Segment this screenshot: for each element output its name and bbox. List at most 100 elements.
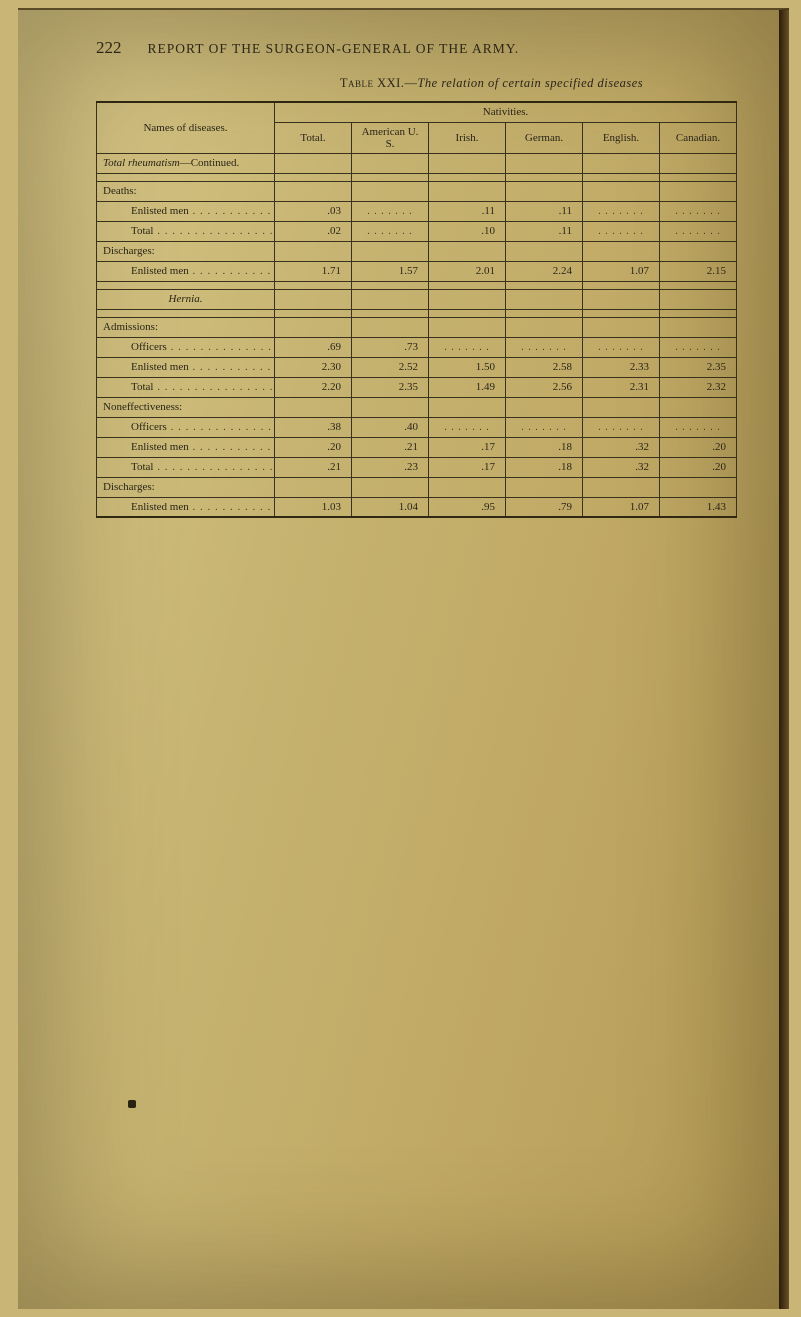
table-caption: Table XXI.—The relation of certain speci… (246, 76, 737, 91)
cell (506, 241, 583, 261)
page: 222 REPORT OF THE SURGEON-GENERAL OF THE… (18, 8, 789, 1309)
cell (583, 289, 660, 309)
cell (352, 153, 429, 173)
cell: 1.71 (275, 261, 352, 281)
cell (583, 241, 660, 261)
col-american: American U. S. (352, 122, 429, 153)
cell (583, 477, 660, 497)
cell (429, 397, 506, 417)
table-row: Total.02. . . . . . ..10.11. . . . . . .… (97, 221, 737, 241)
data-table: Names of diseases. Nativities. Total. Am… (96, 101, 737, 518)
cell: 2.58 (506, 357, 583, 377)
row-label: Hernia. (97, 289, 275, 309)
cell: .20 (660, 437, 737, 457)
cell: 2.30 (275, 357, 352, 377)
running-head: 222 REPORT OF THE SURGEON-GENERAL OF THE… (96, 38, 737, 58)
cell (660, 153, 737, 173)
cell: 1.07 (583, 261, 660, 281)
col-names: Names of diseases. (97, 102, 275, 153)
cell: 2.32 (660, 377, 737, 397)
cell: .73 (352, 337, 429, 357)
cell: 1.49 (429, 377, 506, 397)
row-label: Officers (97, 417, 275, 437)
table-row: Discharges: (97, 241, 737, 261)
col-english: English. (583, 122, 660, 153)
cell: 2.35 (352, 377, 429, 397)
table-head: Names of diseases. Nativities. Total. Am… (97, 102, 737, 153)
cell (660, 397, 737, 417)
cell: .18 (506, 437, 583, 457)
row-label: Discharges: (97, 477, 275, 497)
table-row: Enlisted men1.031.04.95.791.071.43 (97, 497, 737, 517)
cell (583, 153, 660, 173)
row-label: Discharges: (97, 241, 275, 261)
row-label: Admissions: (97, 317, 275, 337)
table-row: Total2.202.351.492.562.312.32 (97, 377, 737, 397)
col-canadian: Canadian. (660, 122, 737, 153)
cell: .95 (429, 497, 506, 517)
cell: . . . . . . . (660, 417, 737, 437)
table-row: Noneffectiveness: (97, 397, 737, 417)
cell: 1.43 (660, 497, 737, 517)
cell: .11 (429, 201, 506, 221)
cell (352, 181, 429, 201)
cell (352, 397, 429, 417)
cell (660, 181, 737, 201)
cell: .11 (506, 221, 583, 241)
cell: 1.03 (275, 497, 352, 517)
cell (275, 153, 352, 173)
running-title: REPORT OF THE SURGEON-GENERAL OF THE ARM… (148, 41, 520, 57)
cell: .17 (429, 437, 506, 457)
cell (275, 181, 352, 201)
cell (429, 317, 506, 337)
table-row (97, 173, 737, 181)
col-irish: Irish. (429, 122, 506, 153)
row-label: Enlisted men (97, 357, 275, 377)
cell (506, 397, 583, 417)
cell: .11 (506, 201, 583, 221)
cell: . . . . . . . (429, 417, 506, 437)
row-label: Enlisted men (97, 201, 275, 221)
cell: . . . . . . . (660, 337, 737, 357)
cell (352, 241, 429, 261)
table-row: Total rheumatism—Continued. (97, 153, 737, 173)
cell: 1.04 (352, 497, 429, 517)
cell: .21 (352, 437, 429, 457)
cell: 1.50 (429, 357, 506, 377)
table-row: Officers.38.40. . . . . . .. . . . . . .… (97, 417, 737, 437)
cell: . . . . . . . (352, 201, 429, 221)
cell (275, 317, 352, 337)
cell: . . . . . . . (660, 221, 737, 241)
cell (429, 181, 506, 201)
cell: .40 (352, 417, 429, 437)
col-total: Total. (275, 122, 352, 153)
cell: . . . . . . . (352, 221, 429, 241)
cell (275, 477, 352, 497)
table-row: Hernia. (97, 289, 737, 309)
cell (429, 153, 506, 173)
cell: 2.56 (506, 377, 583, 397)
table-row: Enlisted men2.302.521.502.582.332.35 (97, 357, 737, 377)
row-label: Deaths: (97, 181, 275, 201)
cell (660, 289, 737, 309)
row-label: Noneffectiveness: (97, 397, 275, 417)
cell: .03 (275, 201, 352, 221)
table-row: Discharges: (97, 477, 737, 497)
cell (506, 477, 583, 497)
row-label: Total (97, 457, 275, 477)
col-nativities: Nativities. (275, 102, 737, 122)
cell: 2.33 (583, 357, 660, 377)
cell (583, 181, 660, 201)
table-row: Deaths: (97, 181, 737, 201)
table-row: Admissions: (97, 317, 737, 337)
caption-prefix: Table XXI.— (340, 76, 418, 90)
cell: . . . . . . . (583, 417, 660, 437)
cell: . . . . . . . (506, 417, 583, 437)
cell (506, 317, 583, 337)
table-row (97, 281, 737, 289)
cell: .32 (583, 457, 660, 477)
table-row: Officers.69.73. . . . . . .. . . . . . .… (97, 337, 737, 357)
cell: . . . . . . . (583, 201, 660, 221)
cell (506, 181, 583, 201)
cell (429, 477, 506, 497)
